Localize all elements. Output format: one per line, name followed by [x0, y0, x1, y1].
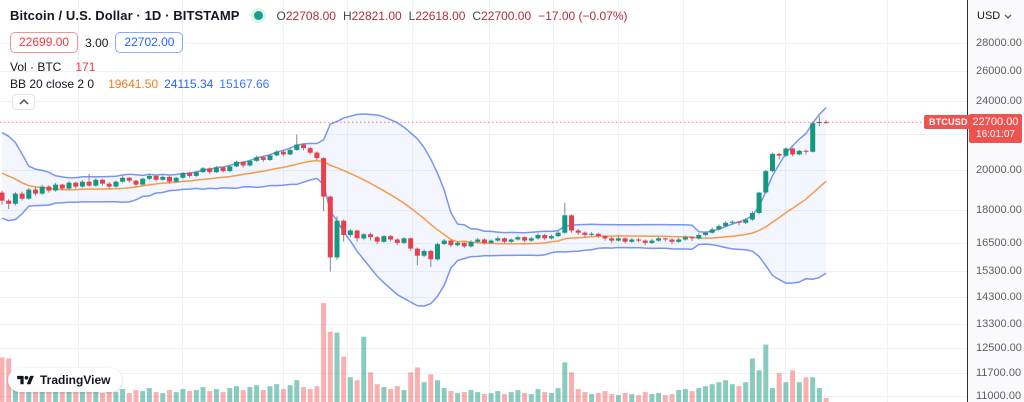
axis-currency-label: USD: [977, 10, 1001, 22]
high-label: H: [342, 8, 352, 23]
price-axis-label: 24000.00: [976, 95, 1022, 108]
tradingview-watermark-link[interactable]: TradingView: [8, 368, 123, 392]
bb-legend-row: BB 20 close 2 0 19641.50 24115.34 15167.…: [10, 77, 269, 91]
price-axis-label: 11700.00: [976, 366, 1022, 379]
last-price-badge: 22700.00 16:01:07: [969, 114, 1022, 144]
chart-pane: Bitcoin / U.S. Dollar · 1D · BITSTAMP O2…: [0, 0, 973, 402]
open-label: O: [276, 8, 286, 23]
last-price-value: 22700.00: [972, 116, 1019, 129]
bb-basis-value: 19641.50: [108, 77, 159, 91]
price-axis-label: 15300.00: [976, 265, 1022, 278]
bb-upper-value: 24115.34: [164, 77, 214, 91]
volume-legend-row: Vol · BTC 171: [10, 60, 95, 74]
change-value: −17.00 (−0.07%): [538, 8, 628, 23]
volume-indicator-label[interactable]: Vol · BTC: [10, 60, 62, 74]
bb-lower-value: 15167.66: [219, 77, 270, 91]
tradingview-logo-icon: [17, 375, 34, 384]
open-value: 22708.00: [285, 8, 336, 23]
price-axis-label: 11000.00: [976, 390, 1022, 402]
chevron-up-icon: [18, 99, 29, 105]
spread-value: 3.00: [85, 35, 109, 50]
price-axis-label: 20000.00: [976, 164, 1022, 177]
quote-row: 22699.00 3.00 22702.00: [10, 32, 184, 53]
low-value: 22618.00: [415, 8, 466, 23]
market-status-icon: [253, 11, 263, 20]
price-axis-label: 18000.00: [976, 204, 1022, 216]
price-axis-label: 26000.00: [976, 65, 1022, 77]
symbol-title[interactable]: Bitcoin / U.S. Dollar · 1D · BITSTAMP: [10, 8, 240, 23]
price-axis-label: 14300.00: [976, 291, 1022, 303]
chevron-down-icon: [1004, 14, 1012, 19]
sell-bid-button[interactable]: 22699.00: [10, 32, 79, 53]
collapse-legend-button[interactable]: [12, 94, 35, 110]
price-axis-label: 12500.00: [976, 341, 1022, 354]
ohlc-values: O22708.00 H22821.00 L22618.00 C22700.00 …: [277, 9, 628, 23]
price-chart-canvas[interactable]: [0, 0, 967, 402]
close-value: 22700.00: [481, 8, 532, 23]
price-axis-label: 13300.00: [976, 318, 1022, 331]
bb-indicator-label[interactable]: BB 20 close 2 0: [10, 77, 95, 91]
bar-countdown: 16:01:07: [976, 129, 1015, 141]
price-axis-label: 16500.00: [976, 236, 1022, 249]
tradingview-watermark-label: TradingView: [40, 373, 111, 387]
symbol-legend-row: Bitcoin / U.S. Dollar · 1D · BITSTAMP O2…: [10, 8, 628, 23]
close-label: C: [472, 8, 482, 23]
low-label: L: [408, 8, 416, 23]
price-line-symbol-tag: BTCUSD: [924, 115, 973, 130]
buy-ask-button[interactable]: 22702.00: [115, 32, 184, 53]
axis-currency-dropdown[interactable]: USD: [977, 10, 1012, 22]
high-value: 22821.00: [351, 8, 402, 23]
price-axis[interactable]: USD 28000.00 26000.00 24000.00 20000.00 1800…: [967, 0, 1024, 402]
volume-value: 171: [75, 60, 96, 74]
price-axis-label: 28000.00: [976, 37, 1022, 49]
